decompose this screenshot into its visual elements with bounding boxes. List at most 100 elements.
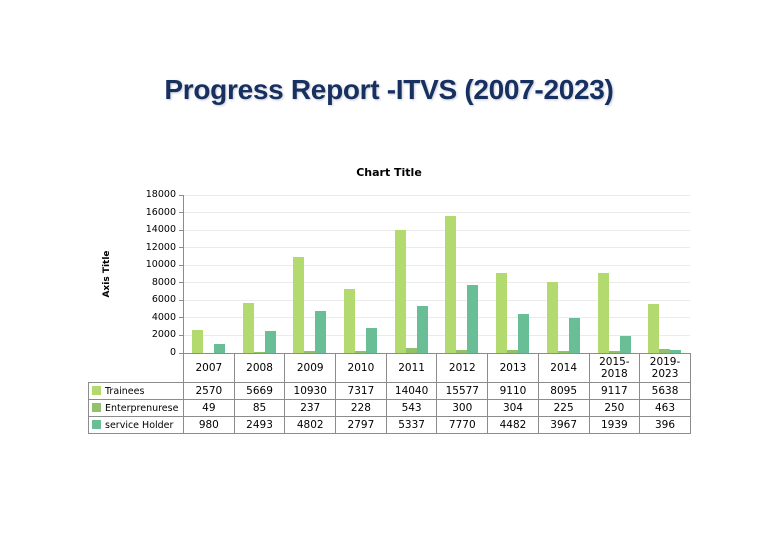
bar-service-holder-2007	[213, 344, 225, 353]
gridline	[183, 229, 690, 231]
bar-service-holder-2010	[366, 328, 377, 353]
x-axis-category-label: 2013	[487, 353, 539, 383]
table-row-trainees: Trainees 2570 5669 10930 7317 14040 15577 9110 8…	[88, 382, 691, 400]
data-table: 2007 2008 2009 2010 2011 2012 2013 2014 2015-201…	[88, 353, 691, 434]
bar-enterprenurese-2015-2018	[608, 350, 620, 353]
y-axis-line	[183, 195, 184, 353]
plot-area: 0 2000 4000 6000 8000 10000 12000 14000 16000 180…	[146, 190, 690, 358]
value-cell: 225	[537, 399, 590, 417]
gridline	[183, 212, 690, 214]
y-axis-tick-label: 16000	[145, 206, 176, 218]
bar-enterprenurese-2019-2023	[659, 348, 671, 353]
value-cell: 3967	[537, 416, 590, 434]
value-cell: 9110	[487, 382, 539, 400]
y-axis-tick	[179, 264, 184, 266]
gridline	[183, 299, 690, 301]
value-cell: 2493	[233, 416, 286, 434]
value-cell: 8095	[537, 382, 590, 400]
y-axis-tick-label: 10000	[145, 259, 176, 271]
legend-swatch-icon	[92, 385, 101, 395]
y-axis-tick	[179, 194, 184, 196]
bar-enterprenurese-2011	[405, 348, 417, 353]
y-axis-tick-label: 6000	[151, 294, 176, 306]
legend-label: Trainees	[105, 385, 145, 397]
legend-swatch-icon	[92, 402, 101, 412]
legend-cell: service Holder	[88, 416, 184, 434]
y-axis-tick	[179, 299, 184, 301]
value-cell: 2797	[335, 416, 387, 434]
bar-trainees-2010	[344, 288, 355, 353]
x-axis-category-label: 2008	[233, 353, 286, 383]
value-cell: 2570	[183, 382, 235, 400]
x-axis-category-label: 2012	[436, 353, 489, 383]
x-axis-category-label: 2015-2018	[588, 353, 641, 383]
bar-enterprenurese-2010	[355, 351, 366, 353]
x-axis-category-label: 2014	[537, 353, 590, 383]
value-cell: 4802	[284, 416, 337, 434]
bar-enterprenurese-2013	[507, 350, 519, 353]
table-row-service-holder: service Holder 980 2493 4802 2797 5337 7770 448…	[88, 416, 691, 434]
bar-service-holder-2015-2018	[619, 336, 631, 353]
bar-trainees-2009	[293, 257, 305, 353]
y-axis-tick	[179, 282, 184, 284]
gridline	[183, 334, 690, 336]
bar-service-holder-2013	[518, 313, 530, 353]
value-cell: 300	[436, 399, 489, 417]
bar-service-holder-2019-2023	[670, 349, 682, 353]
table-corner-cell	[89, 354, 184, 383]
value-cell: 14040	[385, 382, 438, 400]
bar-trainees-2008	[242, 303, 254, 353]
y-axis-tick-label: 12000	[145, 241, 176, 253]
value-cell: 49	[183, 399, 235, 417]
value-cell: 5638	[639, 382, 691, 400]
value-cell: 237	[284, 399, 337, 417]
chart-title: Chart Title	[356, 166, 422, 179]
bar-trainees-2013	[496, 273, 508, 353]
bar-trainees-2014	[546, 281, 558, 353]
value-cell: 9117	[588, 382, 641, 400]
value-cell: 304	[487, 399, 539, 417]
table-row-enterprenurese: Enterprenurese 49 85 237 228 543 300 304 225 250 4…	[88, 399, 691, 417]
value-cell: 463	[639, 399, 691, 417]
y-axis-tick-label: 18000	[145, 189, 176, 200]
bar-trainees-2007	[191, 330, 203, 353]
value-cell: 543	[385, 399, 438, 417]
gridline	[183, 282, 690, 284]
bar-trainees-2015-2018	[597, 273, 609, 353]
gridline	[183, 317, 690, 319]
y-axis-tick-label: 0	[169, 347, 176, 358]
y-axis-tick	[179, 212, 184, 214]
bar-enterprenurese-2008	[253, 352, 265, 353]
bar-trainees-2012	[445, 216, 457, 353]
y-axis-tick	[179, 352, 184, 354]
legend-label: Enterprenurese	[105, 402, 179, 414]
y-axis-title: Axis Title	[102, 250, 112, 298]
bar-service-holder-2011	[416, 306, 428, 353]
value-cell: 5669	[233, 382, 286, 400]
value-cell: 980	[183, 416, 235, 434]
gridline	[183, 264, 690, 266]
y-axis-tick-label: 14000	[145, 224, 176, 236]
bar-service-holder-2012	[467, 284, 479, 353]
x-axis-category-label: 2010	[335, 353, 387, 383]
legend-cell: Enterprenurese	[88, 399, 184, 417]
legend-cell: Trainees	[88, 382, 184, 400]
bar-chart: Chart Title Axis Title 0 2000 4000 6000 8000…	[88, 160, 691, 436]
value-cell: 7770	[436, 416, 489, 434]
x-axis-category-label: 2011	[385, 353, 438, 383]
value-cell: 396	[639, 416, 691, 434]
value-cell: 228	[335, 399, 387, 417]
x-axis-category-label: 2009	[284, 353, 337, 383]
gridline	[183, 194, 690, 196]
y-axis-tick	[179, 247, 184, 249]
y-axis-tick-label: 2000	[151, 329, 176, 341]
y-axis-tick	[179, 334, 184, 336]
legend-swatch-icon	[92, 419, 101, 429]
bar-trainees-2011	[394, 229, 406, 353]
gridline	[183, 247, 690, 249]
value-cell: 5337	[385, 416, 438, 434]
value-cell: 15577	[436, 382, 489, 400]
bar-enterprenurese-2014	[557, 351, 569, 353]
legend-label: service Holder	[105, 419, 174, 431]
x-axis-category-label: 2007	[183, 353, 235, 383]
